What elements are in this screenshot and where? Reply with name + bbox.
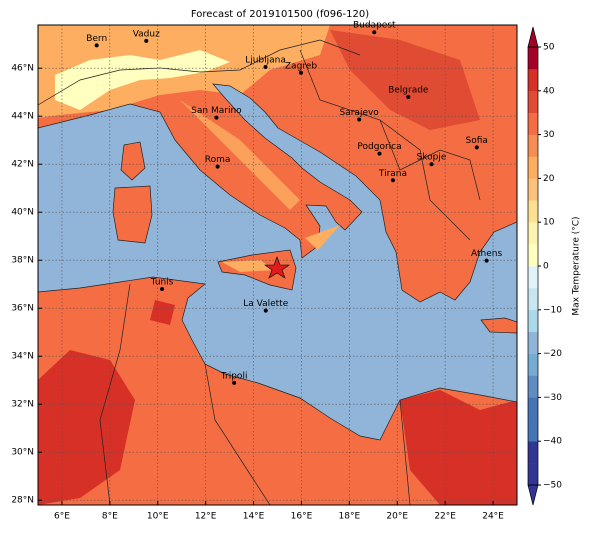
city-label: La Valette xyxy=(243,299,288,309)
colorbar-tick-label: 50 xyxy=(543,43,555,53)
city-label: Sarajevo xyxy=(340,108,380,118)
star-marker xyxy=(264,256,290,279)
city-label: San Marino xyxy=(191,106,242,116)
colorbar-band xyxy=(528,244,538,267)
colorbar-band xyxy=(528,90,538,113)
city-dot xyxy=(263,308,268,313)
x-tick-label: 8°E xyxy=(102,512,118,522)
city-label: Podgorica xyxy=(357,142,401,152)
colorbar-band xyxy=(528,375,538,398)
city-dot xyxy=(406,95,411,99)
colorbar-band xyxy=(528,68,538,92)
colorbar-band xyxy=(528,331,538,354)
colorbar-tick-label: −20 xyxy=(543,349,562,359)
x-tick-label: 12°E xyxy=(195,512,217,522)
colorbar-band xyxy=(528,200,538,223)
city-dot xyxy=(263,65,268,69)
colorbar-band xyxy=(528,156,538,179)
city-label: Budapest xyxy=(353,21,396,31)
colorbar-band xyxy=(528,397,538,420)
city-dot xyxy=(160,287,165,291)
city-dot xyxy=(214,115,219,120)
map-frame xyxy=(37,24,518,506)
colorbar-band xyxy=(528,178,538,201)
city-label: Vaduz xyxy=(133,29,160,39)
city-dot xyxy=(144,38,149,43)
city-label: Ljubljana xyxy=(245,56,286,66)
colorbar-tick-label: −30 xyxy=(543,393,562,403)
colorbar-extend-bottom xyxy=(527,484,539,506)
city-dot xyxy=(357,117,362,122)
city-dot xyxy=(298,70,303,75)
city-label: Tirana xyxy=(378,169,407,179)
y-tick-label: 34°N xyxy=(11,352,34,362)
colorbar-tick-label: 30 xyxy=(543,130,555,140)
x-tick-label: 16°E xyxy=(291,512,313,522)
colorbar-tick-label: −40 xyxy=(543,437,562,447)
x-tick-label: 18°E xyxy=(339,512,361,522)
y-tick-label: 30°N xyxy=(11,448,34,458)
colorbar-band xyxy=(528,463,538,486)
y-tick-label: 40°N xyxy=(11,208,34,218)
colorbar-band xyxy=(528,309,538,332)
colorbar-band xyxy=(528,222,538,245)
colorbar-tick-label: 20 xyxy=(543,174,555,184)
y-tick-label: 28°N xyxy=(11,496,34,506)
y-tick-label: 44°N xyxy=(11,112,34,122)
city-label: Roma xyxy=(205,155,231,165)
y-tick-label: 36°N xyxy=(11,304,34,314)
x-tick-label: 6°E xyxy=(54,512,70,522)
city-dot xyxy=(372,30,377,35)
city-label: Tunis xyxy=(150,278,174,288)
colorbar-band xyxy=(528,441,538,464)
city-dot xyxy=(429,162,434,167)
colorbar-label: Max Temperature (°C) xyxy=(572,216,582,315)
y-tick-label: 38°N xyxy=(11,256,34,266)
map xyxy=(38,25,517,505)
colorbar-band xyxy=(528,47,538,70)
colorbar-tick-label: −50 xyxy=(543,481,562,491)
city-dot xyxy=(94,43,99,48)
colorbar-band xyxy=(528,266,538,289)
city-label: Tripoli xyxy=(220,371,248,381)
y-tick-label: 46°N xyxy=(11,64,34,74)
colorbar-tick-label: 40 xyxy=(543,86,555,96)
city-dot xyxy=(232,380,237,385)
title: Forecast of 2019101500 (f096-120) xyxy=(191,9,369,20)
x-tick-label: 24°E xyxy=(482,512,504,522)
colorbar-tick-label: 0 xyxy=(543,262,549,272)
city-label: Sofia xyxy=(466,136,488,146)
x-tick-label: 10°E xyxy=(147,512,169,522)
city-dot xyxy=(484,258,489,263)
colorbar-tick-label: −10 xyxy=(543,305,562,315)
overlay: 6°E 8°E 10°E 12°E 14°E 16°E 18°E 20°E 22°E 24°E 28… xyxy=(11,21,562,522)
y-tick-label: 32°N xyxy=(11,400,34,410)
y-tick-label: 42°N xyxy=(11,160,34,170)
city-label: Bern xyxy=(86,34,107,44)
colorbar-band xyxy=(528,134,538,157)
colorbar-band xyxy=(528,419,538,442)
colorbar-extend-top xyxy=(527,26,539,48)
city-dot xyxy=(474,145,479,150)
x-tick-label: 22°E xyxy=(434,512,456,522)
city-dot xyxy=(377,151,382,156)
city-label: Zagreb xyxy=(285,61,317,71)
colorbar-tick-label: 10 xyxy=(543,218,555,228)
city-label: Skopje xyxy=(417,153,447,163)
colorbar-band xyxy=(528,287,538,311)
city-label: Athens xyxy=(471,249,502,259)
city-label: Belgrade xyxy=(388,86,429,96)
colorbar-band xyxy=(528,112,538,135)
city-dot xyxy=(390,178,395,183)
city-dot xyxy=(215,164,220,169)
x-tick-label: 14°E xyxy=(243,512,265,522)
x-tick-label: 20°E xyxy=(386,512,408,522)
colorbar-band xyxy=(528,353,538,376)
